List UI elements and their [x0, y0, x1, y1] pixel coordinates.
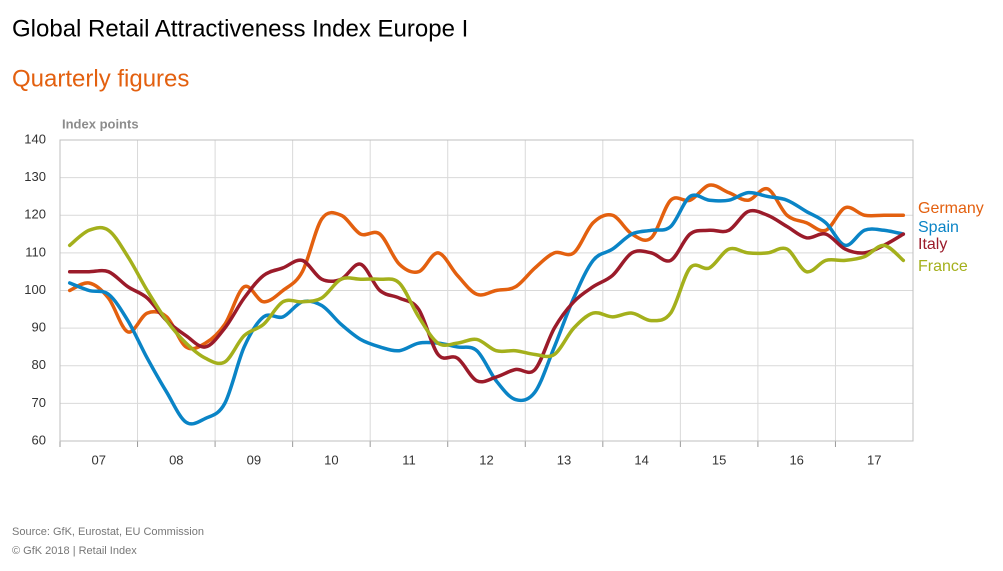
x-tick-label: 10 [324, 452, 338, 467]
x-tick-label: 17 [867, 452, 881, 467]
series-line [67, 225, 906, 366]
series-label: Germany [918, 200, 984, 217]
y-axis-label: Index points [62, 116, 139, 131]
series-line [67, 183, 906, 351]
y-tick-label: 80 [32, 357, 46, 372]
series-line [67, 208, 906, 384]
y-tick-label: 70 [32, 395, 46, 410]
x-tick-label: 12 [479, 452, 493, 467]
series-label: Spain [918, 219, 959, 236]
series-label: Italy [918, 236, 947, 253]
source: Source: GfK, Eurostat, EU Commission [12, 526, 204, 538]
x-tick-label: 15 [712, 452, 726, 467]
x-tick-label: 09 [247, 452, 261, 467]
copyright: © GfK 2018 | Retail Index [12, 545, 137, 557]
y-tick-label: 140 [24, 131, 46, 146]
x-tick-label: 08 [169, 452, 183, 467]
y-tick-label: 100 [24, 282, 46, 297]
x-tick-label: 07 [92, 452, 106, 467]
x-tick-label: 14 [634, 452, 648, 467]
y-tick-label: 120 [24, 207, 46, 222]
y-tick-label: 90 [32, 320, 46, 335]
y-tick-label: 110 [25, 244, 46, 259]
x-tick-label: 16 [789, 452, 803, 467]
series-line [67, 190, 906, 426]
y-tick-label: 60 [32, 432, 46, 447]
series-label: France [918, 258, 968, 275]
chart-subtitle: Quarterly figures [12, 65, 189, 92]
chart-title: Global Retail Attractiveness Index Europ… [12, 15, 468, 42]
x-tick-label: 13 [557, 452, 571, 467]
y-tick-label: 130 [24, 169, 46, 184]
plot-border [59, 139, 914, 442]
x-tick-label: 11 [402, 452, 416, 467]
